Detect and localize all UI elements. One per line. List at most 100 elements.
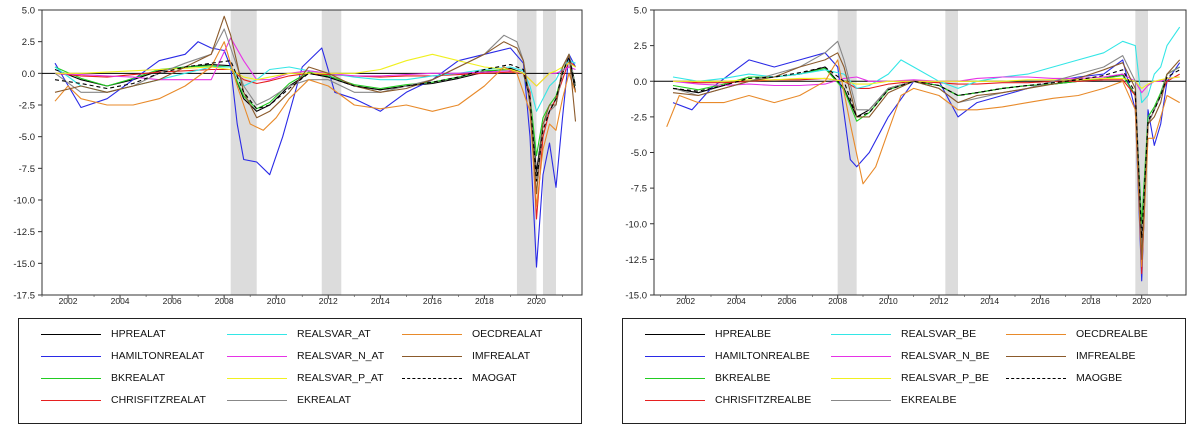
x-tick-label: 2002: [676, 296, 695, 305]
plot-frame: [41, 9, 583, 296]
series-line-chrisfitzrealbe: [672, 73, 1180, 275]
x-tick-label: 2016: [1031, 296, 1050, 305]
series-line-maogbe: [672, 66, 1180, 239]
series-line-hamiltonrealat: [54, 41, 576, 268]
series-line-chrisfitzrealat: [54, 60, 576, 220]
legend-swatch: [645, 399, 705, 401]
x-tick-label: 2020: [1132, 296, 1151, 305]
legend-item: OECDREALBE: [1006, 326, 1148, 342]
y-tick-label: -12.5: [13, 227, 35, 238]
x-tick-label: 2020: [527, 296, 546, 305]
legend-swatch: [645, 355, 705, 357]
series-line-hamiltonrealbe: [672, 52, 1181, 282]
legend-item: REALSVAR_N_AT: [227, 348, 384, 364]
x-tick-label: 2002: [59, 296, 78, 305]
x-tick-label: 2018: [1082, 296, 1101, 305]
x-tick-label: 2008: [215, 296, 234, 305]
legend-item: MAOGBE: [1006, 370, 1122, 386]
y-tick-label: -7.5: [631, 184, 647, 195]
series-line-maogat: [54, 56, 577, 182]
x-tick-label: 2014: [980, 296, 999, 305]
legend-swatch: [41, 355, 101, 357]
y-tick-label: -5.0: [19, 132, 35, 143]
legend-label: MAOGAT: [472, 372, 517, 384]
legend-swatch: [645, 377, 705, 379]
chart-panel-austria: 5.0 2.5 0.0 -2.5 -5.0 -7.5 -10.0 -12.5 -15.0 -17.…: [0, 0, 590, 430]
series-line-imfrealbe: [672, 52, 1181, 260]
x-tick-label: 2006: [778, 296, 797, 305]
legend-label: OECDREALBE: [1076, 328, 1148, 340]
legend-item: REALSVAR_P_AT: [227, 370, 384, 386]
legend-label: REALSVAR_P_AT: [297, 372, 384, 384]
x-tick-label: 2010: [267, 296, 286, 305]
legend-swatch: [645, 333, 705, 335]
legend-label: HAMILTONREALBE: [715, 350, 810, 362]
x-tick-label: 2010: [879, 296, 898, 305]
legend-item: REALSVAR_P_BE: [831, 370, 989, 386]
legend-austria: HPREALAT REALSVAR_AT OECDREALAT HAMILTONREA…: [18, 318, 582, 424]
x-tick-label: 2014: [371, 296, 390, 305]
legend-item: HAMILTONREALAT: [41, 348, 204, 364]
recession-band-0: [837, 10, 857, 295]
legend-label: REALSVAR_N_BE: [901, 350, 990, 362]
legend-swatch: [227, 399, 287, 401]
y-tick-label: -10.0: [13, 196, 35, 207]
x-tick-label: 2018: [475, 296, 494, 305]
legend-label: IMFREALBE: [1076, 350, 1136, 362]
legend-item: BKREALBE: [645, 370, 770, 386]
y-tick-label: -2.5: [631, 112, 647, 123]
x-tick-label: 2016: [423, 296, 442, 305]
legend-label: EKREALAT: [297, 394, 352, 406]
legend-item: IMFREALAT: [402, 348, 530, 364]
series-line-oecdrealat: [54, 41, 577, 207]
x-tick-label: 2012: [319, 296, 338, 305]
legend-item: IMFREALBE: [1006, 348, 1136, 364]
y-tick-label: -5.0: [631, 148, 647, 159]
legend-item: HPREALAT: [41, 326, 166, 342]
series-line-realsvar_at: [54, 60, 576, 112]
legend-belgium: HPREALBE REALSVAR_BE OECDREALBE HAMILTONREA…: [622, 318, 1186, 424]
chart-panel-belgium: 5.0 2.5 0.0 -2.5 -5.0 -7.5 -10.0 -12.5 -15.0 2002…: [604, 0, 1194, 430]
legend-label: EKREALBE: [901, 394, 957, 406]
legend-label: HPREALAT: [111, 328, 166, 340]
series-line-realsvar_p_be: [673, 76, 1180, 89]
y-tick-label: -15.0: [625, 291, 647, 302]
legend-item: EKREALBE: [831, 392, 956, 408]
line-chart-belgium: 5.0 2.5 0.0 -2.5 -5.0 -7.5 -10.0 -12.5 -15.0 2002…: [625, 6, 1187, 305]
legend-item: CHRISFITZREALAT: [41, 392, 206, 408]
y-tick-label: 0.0: [22, 69, 35, 80]
series-line-imfrealat: [54, 15, 577, 195]
y-tick-label: -15.0: [13, 259, 35, 270]
legend-item: REALSVAR_AT: [227, 326, 371, 342]
legend-swatch: [227, 377, 287, 379]
legend-item: BKREALAT: [41, 370, 165, 386]
legend-label: REALSVAR_P_BE: [901, 372, 989, 384]
recession-band-1: [945, 10, 958, 295]
y-tick-label: 2.5: [22, 37, 35, 48]
legend-item: EKREALAT: [227, 392, 351, 408]
legend-label: BKREALAT: [111, 372, 166, 384]
legend-label: IMFREALAT: [472, 350, 531, 362]
legend-label: CHRISFITZREALBE: [715, 394, 812, 406]
x-tick-label: 2012: [930, 296, 949, 305]
legend-swatch: [227, 333, 287, 335]
legend-swatch: [1006, 377, 1066, 379]
y-tick-label: -2.5: [19, 101, 35, 112]
y-tick-label: 5.0: [22, 6, 35, 17]
y-tick-label: 2.5: [634, 41, 647, 52]
y-tick-label: -10.0: [625, 219, 647, 230]
legend-swatch: [402, 377, 462, 379]
legend-swatch: [41, 333, 101, 335]
legend-label: MAOGBE: [1076, 372, 1123, 384]
legend-label: REALSVAR_N_AT: [297, 350, 385, 362]
plot-frame: [653, 9, 1187, 296]
line-chart-austria: 5.0 2.5 0.0 -2.5 -5.0 -7.5 -10.0 -12.5 -15.0 -17.…: [13, 6, 583, 305]
series-line-bkrealat: [54, 53, 577, 157]
legend-item: HPREALBE: [645, 326, 771, 342]
legend-swatch: [402, 355, 462, 357]
legend-label: REALSVAR_BE: [901, 328, 977, 340]
y-tick-label: -12.5: [625, 255, 647, 266]
legend-swatch: [1006, 333, 1066, 335]
legend-label: CHRISFITZREALAT: [111, 394, 206, 406]
legend-swatch: [831, 399, 891, 401]
